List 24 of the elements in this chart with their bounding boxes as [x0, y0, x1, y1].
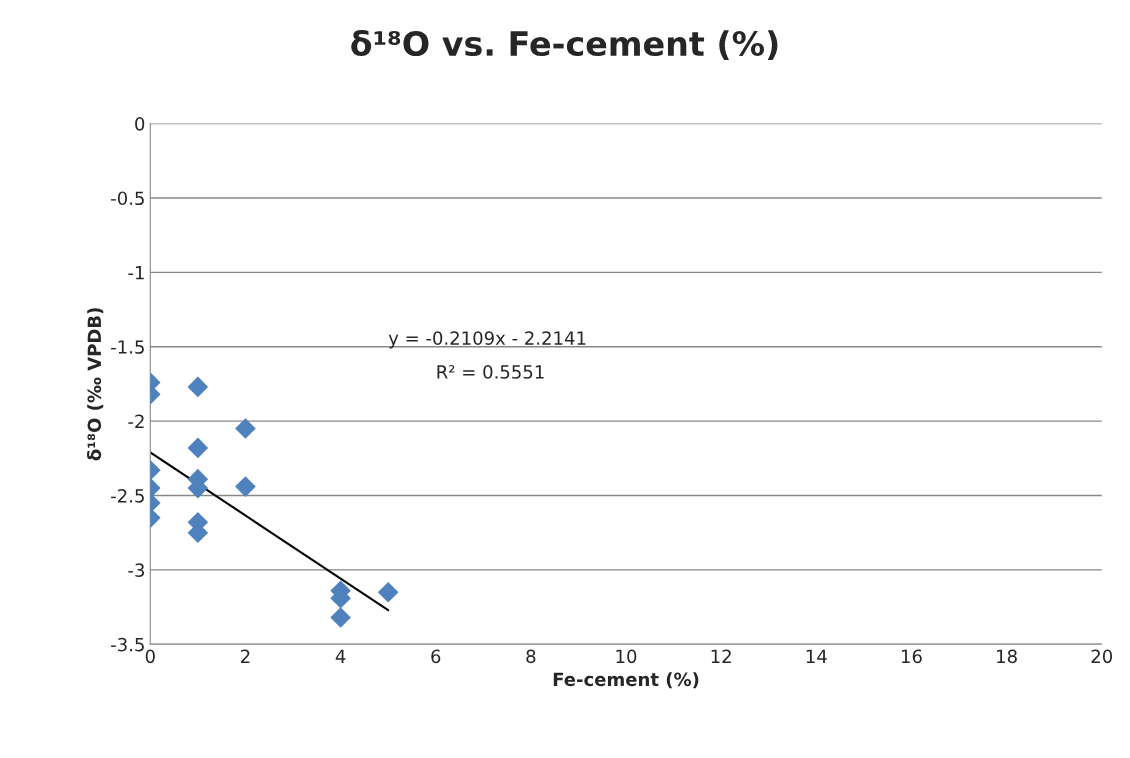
- x-tick-label: 18: [997, 649, 1017, 664]
- y-tick-label: -2.5: [111, 488, 144, 503]
- y-tick-label: -1: [128, 266, 144, 280]
- x-tick-label: 10: [616, 649, 637, 664]
- y-tick-label: -3.5: [111, 637, 144, 652]
- y-tick-label: -1.5: [111, 340, 144, 354]
- y-axis-title: δ¹⁸O (‰ VPDB): [87, 308, 104, 461]
- y-tick-label: -2: [128, 414, 144, 428]
- x-tick-label: 14: [806, 649, 827, 663]
- y-tick-label: -3: [128, 563, 144, 578]
- x-tick-label: 0: [145, 649, 155, 664]
- x-tick-label: 6: [431, 649, 441, 664]
- y-tick-label: 0: [135, 117, 145, 131]
- x-tick-label: 4: [335, 649, 346, 663]
- y-tick-label: -0.5: [111, 191, 144, 206]
- chart-title: δ¹⁸O vs. Fe-cement (%): [351, 30, 778, 61]
- x-tick-label: 20: [1091, 649, 1113, 664]
- x-tick-label: 8: [526, 649, 536, 664]
- x-tick-label: 12: [711, 649, 731, 663]
- annotation: R² = 0.5551: [437, 365, 544, 379]
- x-axis-title: Fe-cement (%): [553, 672, 699, 689]
- annotation: y = -0.2109x - 2.2141: [388, 331, 586, 349]
- x-tick-label: 16: [901, 649, 922, 664]
- x-tick-label: 2: [241, 649, 250, 663]
